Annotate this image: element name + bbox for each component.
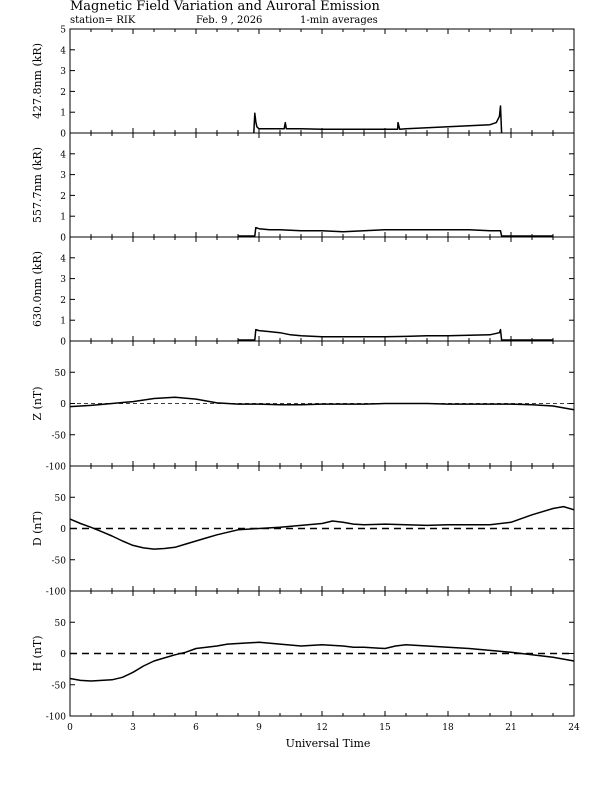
y-tick-label: 4 xyxy=(60,150,66,160)
y-tick-label: 1 xyxy=(60,109,66,119)
panel-5: -100 -50 0 50 D (nT) xyxy=(31,465,575,598)
x-tick-label: 12 xyxy=(316,723,327,733)
y-tick-label: 0 xyxy=(60,234,66,244)
y-axis-title: H (nT) xyxy=(31,635,44,671)
x-axis: 0 3 6 9 12 15 18 21 24 xyxy=(67,723,580,733)
y-tick-label: 50 xyxy=(55,369,67,379)
y-tick-label: 4 xyxy=(60,254,66,264)
y-tick-label: 2 xyxy=(60,88,66,98)
y-tick-label: 5 xyxy=(60,26,66,36)
y-axis-title: 427.8nm (kR) xyxy=(31,43,44,119)
x-tick-label: 0 xyxy=(67,723,73,733)
y-tick-label: -100 xyxy=(46,713,66,723)
x-tick-label: 21 xyxy=(505,723,516,733)
panel-2: 0 1 2 3 4 557.7nm (kR) xyxy=(31,132,575,244)
panels-group: 0 1 2 3 4 5 427.8nm (kR) 0 1 2 3 4 557.7nm (kR) 0 1 2 3 4… xyxy=(31,26,575,723)
x-tick-label: 3 xyxy=(130,723,136,733)
y-tick-label: -100 xyxy=(46,463,66,473)
panel-3: 0 1 2 3 4 630.0nm (kR) xyxy=(31,236,575,348)
y-tick-label: 0 xyxy=(60,400,66,410)
station-label: station= RIK xyxy=(70,15,136,26)
y-tick-label: 50 xyxy=(55,494,67,504)
data-series-line xyxy=(238,226,553,237)
y-tick-label: 3 xyxy=(60,171,66,181)
data-series-line xyxy=(69,641,575,682)
y-tick-label: -100 xyxy=(46,588,66,598)
x-tick-label: 6 xyxy=(193,723,199,733)
y-tick-label: 0 xyxy=(60,650,66,660)
y-axis-title: Z (nT) xyxy=(31,386,44,420)
data-series-line xyxy=(253,105,503,134)
data-series-line xyxy=(238,328,553,341)
y-tick-label: 4 xyxy=(60,46,66,56)
y-axis-title: 630.0nm (kR) xyxy=(31,251,44,327)
y-tick-label: 1 xyxy=(60,213,66,223)
y-axis-title: 557.7nm (kR) xyxy=(31,147,44,223)
x-axis-title: Universal Time xyxy=(286,737,371,750)
y-tick-label: 0 xyxy=(60,525,66,535)
panel-1: 0 1 2 3 4 5 427.8nm (kR) xyxy=(31,26,575,140)
y-tick-label: -50 xyxy=(52,681,67,691)
y-tick-label: 50 xyxy=(55,619,67,629)
y-tick-label: 2 xyxy=(60,192,66,202)
figure-title: Magnetic Field Variation and Auroral Emi… xyxy=(70,0,380,14)
x-tick-label: 24 xyxy=(568,723,580,733)
date-label: Feb. 9 , 2026 xyxy=(196,15,262,26)
y-tick-label: 0 xyxy=(60,338,66,348)
x-tick-label: 9 xyxy=(256,723,262,733)
averaging-label: 1-min averages xyxy=(300,15,378,26)
x-tick-label: 15 xyxy=(379,723,391,733)
panel-frame xyxy=(69,132,575,238)
y-tick-label: 2 xyxy=(60,296,66,306)
y-tick-label: 3 xyxy=(60,275,66,285)
y-tick-label: 1 xyxy=(60,317,66,327)
y-tick-label: -50 xyxy=(52,431,67,441)
data-series-line xyxy=(69,396,575,411)
y-tick-label: 3 xyxy=(60,67,66,77)
y-tick-label: 0 xyxy=(60,130,66,140)
panel-4: -100 -50 0 50 Z (nT) xyxy=(31,340,575,473)
y-tick-label: -50 xyxy=(52,556,67,566)
y-axis-title: D (nT) xyxy=(31,511,44,546)
panel-frame xyxy=(69,236,575,342)
data-series-line xyxy=(69,505,575,550)
panel-6: -100 -50 0 50 H (nT) xyxy=(31,590,575,723)
x-tick-label: 18 xyxy=(442,723,454,733)
